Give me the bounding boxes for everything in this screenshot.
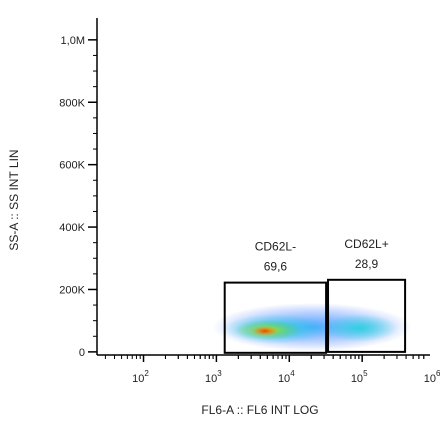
x-tick-label: 106 bbox=[424, 369, 440, 385]
y-tick-label: 400K bbox=[59, 222, 85, 234]
y-tick-label: 600K bbox=[59, 160, 85, 172]
y-tick-label: 800K bbox=[59, 97, 85, 109]
x-tick-label: 102 bbox=[132, 369, 149, 385]
tick-base: 10 bbox=[424, 373, 436, 385]
tick-exponent: 3 bbox=[217, 369, 222, 378]
density-core bbox=[251, 326, 279, 336]
y-tick-label: 0 bbox=[79, 347, 85, 359]
gate bbox=[327, 278, 407, 353]
tick-base: 10 bbox=[351, 373, 363, 385]
gate-percent: 28,9 bbox=[355, 257, 379, 271]
tick-exponent: 6 bbox=[436, 369, 440, 378]
tick-base: 10 bbox=[132, 373, 144, 385]
gate-percent: 69,6 bbox=[264, 260, 288, 274]
gate-name: CD62L- bbox=[255, 240, 296, 254]
gate bbox=[223, 281, 328, 354]
x-tick-label: 105 bbox=[351, 369, 368, 385]
tick-exponent: 5 bbox=[363, 369, 368, 378]
tick-base: 10 bbox=[278, 373, 290, 385]
tick-exponent: 2 bbox=[144, 369, 149, 378]
tick-base: 10 bbox=[205, 373, 217, 385]
tick-exponent: 4 bbox=[290, 369, 295, 378]
x-tick-label: 103 bbox=[205, 369, 222, 385]
y-axis-label: SS-A :: SS INT LIN bbox=[7, 149, 21, 250]
x-tick-label: 104 bbox=[278, 369, 295, 385]
x-axis-label: FL6-A :: FL6 INT LOG bbox=[201, 403, 318, 417]
y-tick-label: 1,0M bbox=[61, 35, 85, 47]
y-tick-label: 200K bbox=[59, 284, 85, 296]
gate-name: CD62L+ bbox=[344, 237, 388, 251]
density-cloud bbox=[212, 303, 412, 351]
density-mid bbox=[322, 314, 398, 342]
